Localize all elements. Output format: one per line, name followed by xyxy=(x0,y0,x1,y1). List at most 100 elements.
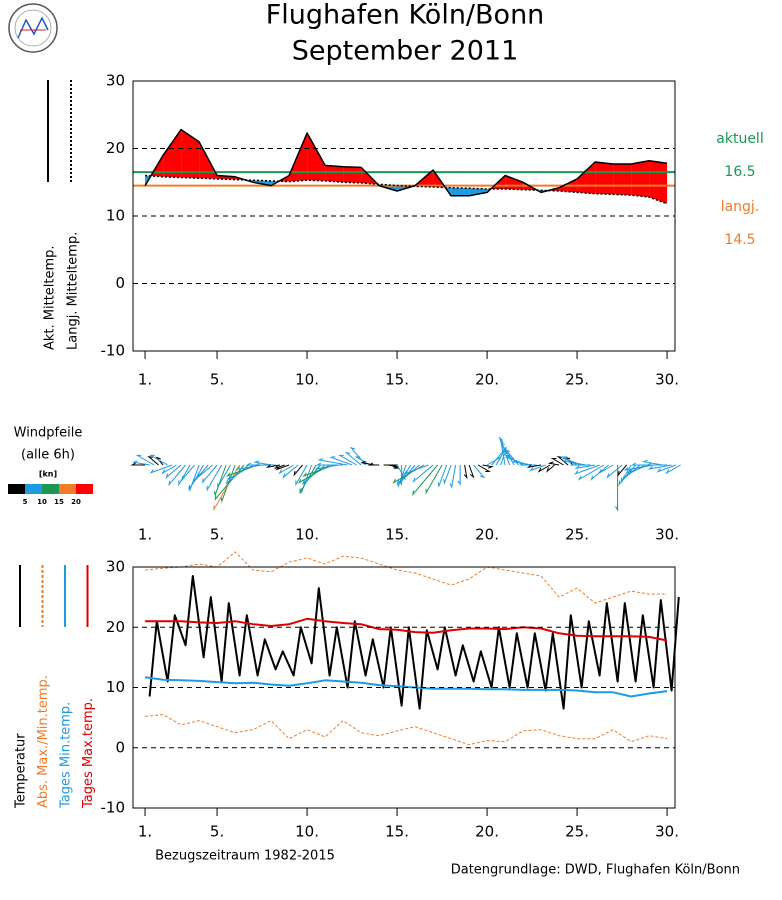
anomaly-fill xyxy=(451,187,470,196)
wind-arrow xyxy=(646,462,668,466)
legend-label: Abs. Max./Min.temp. xyxy=(36,675,51,808)
legend-label: Tages Max.temp. xyxy=(81,698,96,809)
wind-arrow xyxy=(562,459,587,466)
x-tick-label: 1. xyxy=(138,526,152,544)
wind-arrow xyxy=(498,436,511,466)
wind-arrow xyxy=(344,451,362,466)
series-line xyxy=(145,714,668,746)
y-tick-label: 20 xyxy=(106,139,125,157)
wind-arrow xyxy=(317,458,348,466)
wind-arrow xyxy=(213,464,227,498)
wind-arrow xyxy=(504,456,528,466)
wind-arrow xyxy=(188,464,205,492)
x-tick-label: 10. xyxy=(295,823,319,841)
wind-arrow xyxy=(647,464,672,470)
x-tick-label: 30. xyxy=(655,823,679,841)
legend-label: Langj. Mitteltemp. xyxy=(66,232,81,350)
x-tick-label: 15. xyxy=(385,371,409,389)
wind-arrow xyxy=(574,464,596,470)
x-tick-label: 15. xyxy=(385,526,409,544)
wind-arrow xyxy=(403,464,429,475)
y-tick-label: 30 xyxy=(106,72,125,90)
wind-arrow xyxy=(556,456,569,466)
wind-arrow xyxy=(626,464,650,474)
wind-arrow xyxy=(463,464,468,480)
wind-arrow xyxy=(412,464,434,484)
chart-title: Flughafen Köln/Bonn xyxy=(266,0,545,31)
speed-bound-label: 5 xyxy=(23,498,28,506)
anomaly-fill xyxy=(469,188,488,196)
wind-arrow xyxy=(130,462,146,466)
wind-arrow xyxy=(314,464,339,470)
reference-value: 16.5 xyxy=(724,164,755,180)
wind-arrow xyxy=(621,464,641,481)
wind-title: Windpfeile xyxy=(14,426,83,441)
wind-arrow xyxy=(550,458,564,466)
plot-frame xyxy=(132,80,676,352)
logo xyxy=(8,3,58,53)
wind-arrow xyxy=(482,464,494,469)
speed-bound-label: 10 xyxy=(37,498,47,506)
wind-arrow xyxy=(425,464,443,495)
y-tick-label: -10 xyxy=(101,342,126,360)
wind-arrow xyxy=(597,464,614,475)
anomaly-fill xyxy=(325,165,344,183)
wind-unit: [kn] xyxy=(39,470,57,479)
chart-subtitle: September 2011 xyxy=(292,36,519,67)
x-tick-label: 30. xyxy=(655,371,679,389)
wind-arrow xyxy=(457,465,461,486)
wind-arrow xyxy=(437,464,448,488)
series-line xyxy=(145,617,668,642)
wind-arrow xyxy=(206,464,223,492)
y-tick-label: 20 xyxy=(106,618,125,636)
wind-arrow xyxy=(181,464,195,482)
x-tick-label: 20. xyxy=(475,371,499,389)
wind-arrow xyxy=(546,464,555,473)
wind-arrow xyxy=(354,456,371,466)
wind-arrow xyxy=(299,464,317,495)
anomaly-fill xyxy=(505,175,524,190)
anomaly-fill xyxy=(613,164,632,196)
wind-arrow xyxy=(235,464,263,471)
x-tick-label: 1. xyxy=(138,371,152,389)
plot-frame xyxy=(132,566,676,809)
wind-arrow xyxy=(443,464,452,485)
x-tick-label: 25. xyxy=(565,371,589,389)
wind-arrow xyxy=(220,464,236,504)
wind-arrow xyxy=(590,464,609,481)
wind-arrow xyxy=(192,464,209,484)
wind-arrow xyxy=(149,464,173,474)
x-tick-label: 25. xyxy=(565,823,589,841)
source-note: Datengrundlage: DWD, Flughafen Köln/Bonn xyxy=(451,863,740,878)
wind-arrow xyxy=(155,456,164,466)
wind-arrow xyxy=(412,464,438,497)
wind-arrow xyxy=(641,459,663,466)
wind-arrow xyxy=(511,459,533,466)
speed-bound-label: 20 xyxy=(71,498,81,506)
wind-arrow xyxy=(615,465,619,512)
wind-arrow xyxy=(147,456,159,466)
y-tick-label: 10 xyxy=(106,207,125,225)
wind-subtitle: (alle 6h) xyxy=(21,448,75,463)
series-line xyxy=(148,575,680,710)
series-line xyxy=(145,551,668,604)
wind-arrow xyxy=(473,464,486,479)
wind-arrow xyxy=(253,460,272,466)
anomaly-fill xyxy=(649,160,668,204)
wind-arrow xyxy=(161,464,177,475)
anomaly-fill xyxy=(181,129,200,179)
wind-arrow xyxy=(282,464,299,479)
legend-label: Tages Min.temp. xyxy=(59,702,74,809)
wind-arrow xyxy=(399,464,416,484)
wind-arrow xyxy=(196,464,213,479)
wind-arrow xyxy=(577,464,605,481)
x-tick-label: 5. xyxy=(210,526,224,544)
x-tick-label: 5. xyxy=(210,823,224,841)
anomaly-fill xyxy=(343,166,362,183)
x-tick-label: 5. xyxy=(210,371,224,389)
speed-swatch xyxy=(76,484,93,494)
wind-arrow xyxy=(225,464,258,477)
wind-arrow xyxy=(388,464,400,469)
y-tick-label: 10 xyxy=(106,678,125,696)
reference-name: aktuell xyxy=(716,131,763,147)
